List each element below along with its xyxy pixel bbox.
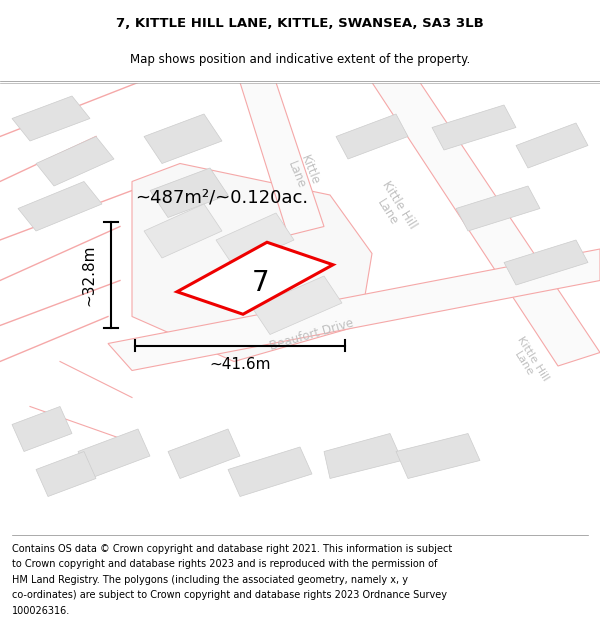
Text: HM Land Registry. The polygons (including the associated geometry, namely x, y: HM Land Registry. The polygons (includin… — [12, 574, 408, 584]
Polygon shape — [252, 276, 342, 334]
Polygon shape — [144, 204, 222, 258]
Text: Kittle
Lane: Kittle Lane — [284, 153, 322, 192]
Text: co-ordinates) are subject to Crown copyright and database rights 2023 Ordnance S: co-ordinates) are subject to Crown copyr… — [12, 590, 447, 600]
Polygon shape — [336, 114, 408, 159]
Polygon shape — [18, 181, 102, 231]
Polygon shape — [12, 96, 90, 141]
Polygon shape — [177, 242, 333, 314]
Polygon shape — [456, 186, 540, 231]
Text: to Crown copyright and database rights 2023 and is reproduced with the permissio: to Crown copyright and database rights 2… — [12, 559, 437, 569]
Text: ~41.6m: ~41.6m — [209, 357, 271, 372]
Polygon shape — [432, 105, 516, 150]
Polygon shape — [36, 451, 96, 496]
Polygon shape — [36, 136, 114, 186]
Polygon shape — [12, 406, 72, 451]
Text: Map shows position and indicative extent of the property.: Map shows position and indicative extent… — [130, 53, 470, 66]
Polygon shape — [132, 164, 372, 361]
Polygon shape — [372, 82, 600, 366]
Polygon shape — [108, 249, 600, 371]
Polygon shape — [228, 447, 312, 496]
Polygon shape — [168, 429, 240, 479]
Text: ~487m²/~0.120ac.: ~487m²/~0.120ac. — [136, 188, 308, 206]
Text: Kittle Hill
Lane: Kittle Hill Lane — [506, 334, 550, 388]
Text: ~32.8m: ~32.8m — [81, 244, 96, 306]
Text: 7: 7 — [252, 269, 270, 297]
Polygon shape — [504, 240, 588, 285]
Polygon shape — [216, 213, 294, 267]
Polygon shape — [324, 434, 402, 479]
Text: 7, KITTLE HILL LANE, KITTLE, SWANSEA, SA3 3LB: 7, KITTLE HILL LANE, KITTLE, SWANSEA, SA… — [116, 17, 484, 29]
Polygon shape — [150, 168, 228, 217]
Polygon shape — [78, 429, 150, 479]
Polygon shape — [516, 123, 588, 168]
Text: Beaufort Drive: Beaufort Drive — [269, 316, 355, 352]
Text: Contains OS data © Crown copyright and database right 2021. This information is : Contains OS data © Crown copyright and d… — [12, 544, 452, 554]
Polygon shape — [144, 114, 222, 164]
Polygon shape — [396, 434, 480, 479]
Text: Kittle Hill
Lane: Kittle Hill Lane — [367, 179, 419, 239]
Text: 100026316.: 100026316. — [12, 606, 70, 616]
Polygon shape — [240, 82, 324, 236]
